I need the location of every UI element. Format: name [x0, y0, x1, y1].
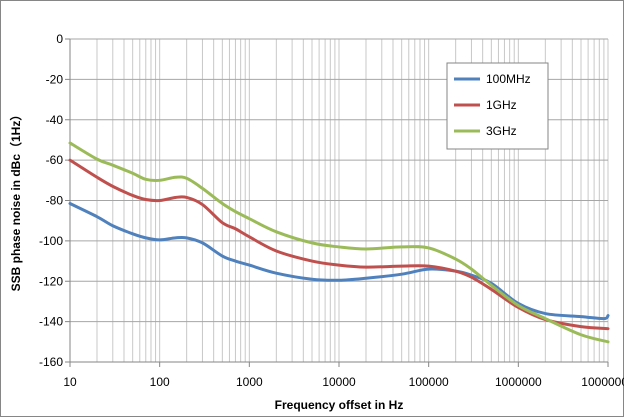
legend-label-3ghz: 3GHz: [486, 124, 517, 138]
y-tick-label: -60: [46, 153, 64, 167]
series-lines: [68, 141, 610, 344]
legend-label-100mhz: 100MHz: [486, 72, 531, 86]
series-line-3ghz: [68, 141, 610, 344]
y-tick-label: -80: [46, 194, 64, 208]
series-line-1ghz: [68, 158, 610, 331]
y-tick-label: -160: [39, 355, 63, 369]
x-tick-label: 1000: [236, 375, 263, 389]
x-tick-label: 100: [150, 375, 170, 389]
x-tick-label: 1000000: [495, 375, 542, 389]
legend-label-1ghz: 1GHz: [486, 98, 517, 112]
y-tick-label: -40: [46, 113, 64, 127]
x-tick-label: 10000: [322, 375, 356, 389]
y-tick-label: 0: [56, 32, 63, 46]
x-axis-title: Frequency offset in Hz: [275, 398, 404, 412]
x-tick-label: 10000000: [581, 375, 624, 389]
series-line-100mhz: [68, 202, 610, 321]
y-tick-label: -140: [39, 315, 63, 329]
y-tick-label: -20: [46, 72, 64, 86]
y-axis-title: SSB phase noise in dBc（1Hz）: [8, 109, 23, 292]
y-tick-label: -100: [39, 234, 63, 248]
y-tick-label: -120: [39, 274, 63, 288]
x-tick-label: 100000: [409, 375, 449, 389]
legend: 100MHz 1GHz 3GHz: [446, 62, 549, 150]
x-tick-label: 10: [63, 375, 77, 389]
